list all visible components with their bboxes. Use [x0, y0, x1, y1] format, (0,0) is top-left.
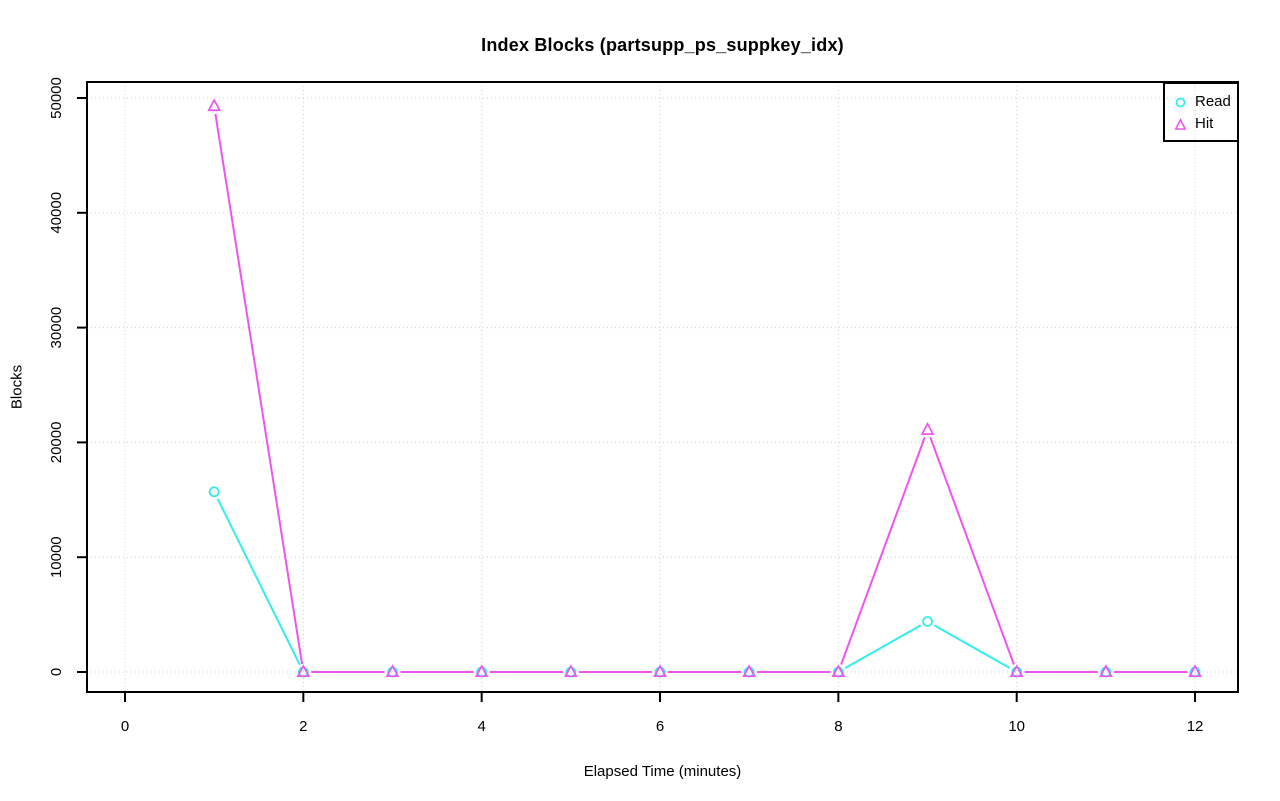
read-circle-marker-icon — [1175, 97, 1186, 107]
plot-box — [86, 81, 1239, 693]
x-tick-label: 4 — [478, 718, 486, 735]
data-point-triangle-hit — [207, 98, 222, 112]
series-line-hit — [840, 436, 926, 665]
x-tick-label: 8 — [834, 718, 842, 735]
hit-triangle-marker-icon — [1174, 117, 1187, 130]
y-axis-title: Blocks — [8, 364, 26, 410]
data-point-triangle-hit — [742, 664, 757, 678]
data-point-triangle-hit — [1098, 664, 1113, 678]
y-tick-label: 50000 — [48, 77, 65, 119]
data-point-triangle-hit — [831, 664, 846, 678]
x-tick-label: 0 — [121, 718, 129, 735]
data-point-triangle-hit — [920, 421, 935, 435]
series-line-hit — [929, 436, 1015, 665]
x-tick-label: 12 — [1187, 718, 1204, 735]
series-line-read — [844, 624, 922, 669]
series-line-read — [933, 624, 1011, 669]
x-tick-label: 6 — [656, 718, 664, 735]
series-line-hit — [214, 113, 304, 665]
chart-title: Index Blocks (partsupp_ps_suppkey_idx) — [481, 35, 844, 55]
x-axis-title: Elapsed Time (minutes) — [583, 763, 742, 780]
data-point-triangle-hit — [1188, 664, 1202, 678]
legend-item-read: Read — [1174, 94, 1237, 110]
data-point-triangle-hit — [1009, 664, 1024, 678]
legend-box: Read Hit — [1163, 82, 1239, 142]
y-tick-label: 10000 — [48, 536, 65, 578]
data-point-triangle-hit — [474, 664, 489, 678]
y-tick-label: 30000 — [48, 307, 65, 349]
y-tick-label: 40000 — [48, 192, 65, 234]
data-point-circle-read — [208, 486, 220, 498]
y-tick-label: 0 — [48, 668, 65, 676]
data-point-triangle-hit — [653, 664, 667, 678]
data-point-triangle-hit — [296, 664, 311, 678]
y-tick-label: 20000 — [48, 422, 65, 464]
x-tick-label: 2 — [299, 718, 307, 735]
data-point-circle-read — [922, 616, 933, 627]
legend-label-hit: Hit — [1195, 115, 1214, 132]
series-line-read — [216, 498, 301, 666]
legend-item-hit: Hit — [1174, 116, 1237, 132]
data-point-triangle-hit — [385, 664, 400, 678]
legend-label-read: Read — [1195, 93, 1231, 110]
data-point-triangle-hit — [563, 664, 578, 678]
x-tick-label: 10 — [1008, 718, 1025, 735]
